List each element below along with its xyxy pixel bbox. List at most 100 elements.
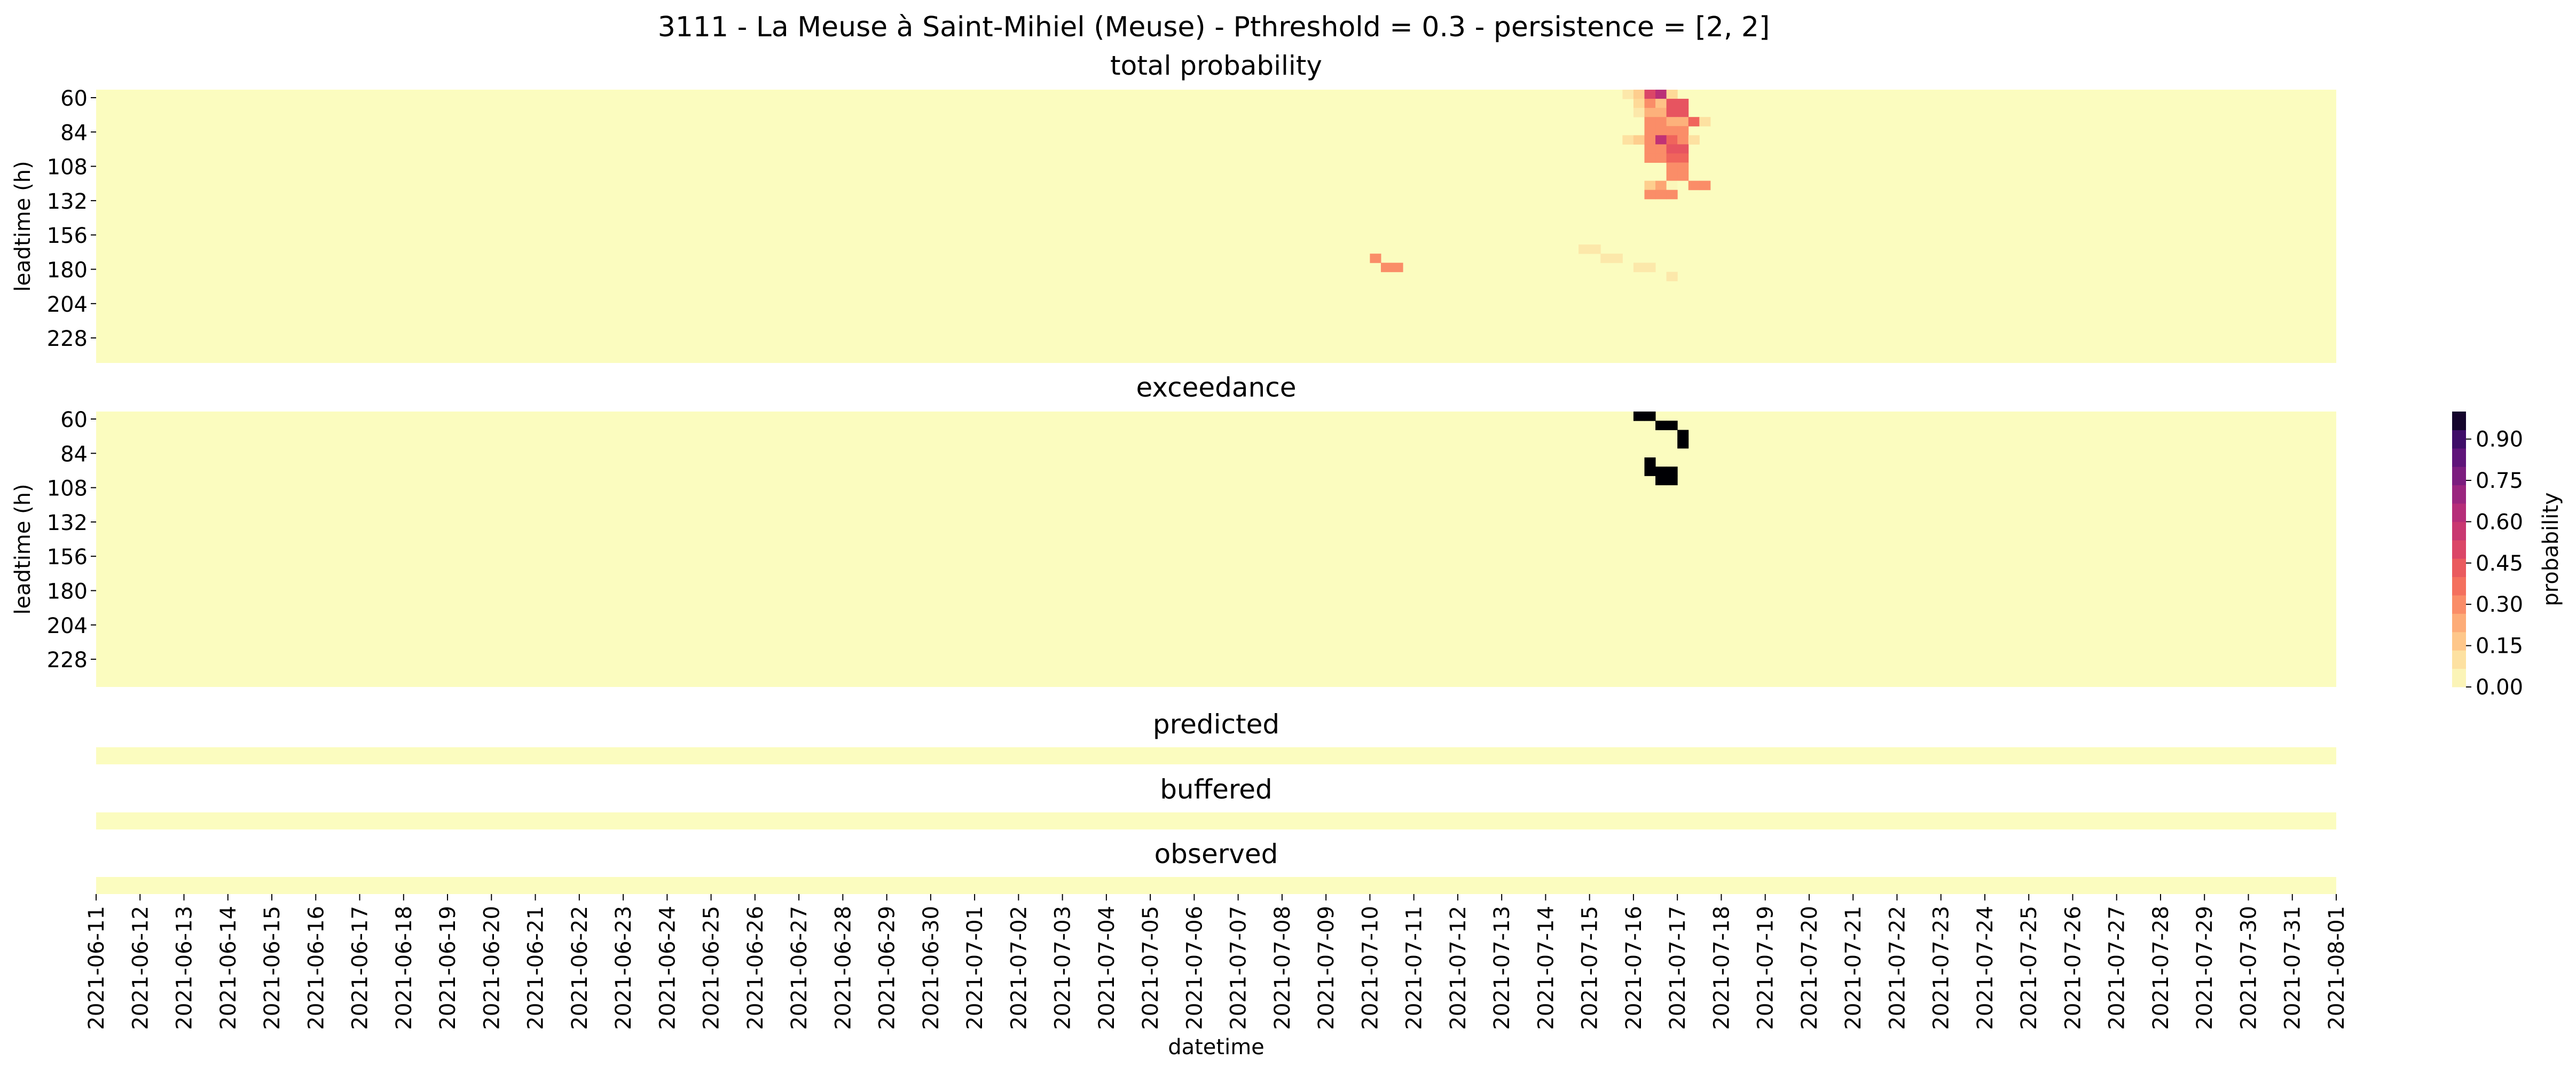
x-axis-label: datetime xyxy=(1168,1035,1265,1060)
heatmap-cell xyxy=(1655,153,1667,163)
heatmap-cell xyxy=(1380,263,1393,272)
colorbar-segment xyxy=(2452,448,2466,467)
heatmap-cell xyxy=(1655,421,1667,430)
colorbar-segment xyxy=(2452,576,2466,596)
colorbar: 0.00 0.15 0.30 0.45 0.60 0.75 0.90 probability xyxy=(2452,412,2563,700)
colorbar-segment xyxy=(2452,631,2466,651)
heatmap-cell xyxy=(1611,254,1623,263)
x-tick-label: 2021-06-28 xyxy=(831,906,855,1030)
y-axis-label: leadtime (h) xyxy=(11,484,35,614)
colorbar-tick-label: 0.90 xyxy=(2476,428,2523,452)
heatmap-cell xyxy=(1655,135,1667,145)
x-tick-label: 2021-07-24 xyxy=(1973,906,1998,1030)
x-tick-label: 2021-07-26 xyxy=(2061,906,2085,1030)
heatmap-cell xyxy=(1666,135,1678,145)
heatmap-cell xyxy=(1688,180,1700,191)
heatmap-panels: total probability 60 84 108 132 156 180 204 228 l… xyxy=(11,50,2336,894)
y-tick-label: 228 xyxy=(47,648,88,673)
y-tick-label: 156 xyxy=(47,545,88,570)
x-tick-label: 2021-06-20 xyxy=(480,906,504,1030)
y-tick-label: 84 xyxy=(60,442,88,467)
x-tick-label: 2021-06-12 xyxy=(128,906,153,1030)
x-tick-label: 2021-07-17 xyxy=(1666,906,1690,1030)
x-tick-label: 2021-07-31 xyxy=(2281,906,2305,1030)
heatmap-cell xyxy=(1589,244,1601,254)
heatmap-cell xyxy=(1666,476,1678,486)
x-tick-label: 2021-07-29 xyxy=(2193,906,2217,1030)
heatmap-cell xyxy=(1677,117,1689,127)
x-tick-label: 2021-07-22 xyxy=(1885,906,1910,1030)
y-tick-label: 180 xyxy=(47,580,88,604)
colorbar-segment xyxy=(2452,485,2466,504)
heatmap-cell xyxy=(1677,135,1689,145)
heatmap-cell xyxy=(1633,99,1645,108)
heatmap-cell xyxy=(1644,153,1656,163)
heatmap-cell xyxy=(1666,144,1678,154)
figure-title: 3111 - La Meuse à Saint-Mihiel (Meuse) -… xyxy=(658,11,1770,43)
x-tick-label: 2021-07-25 xyxy=(2017,906,2041,1030)
heatmap-cell xyxy=(1666,272,1678,281)
x-tick-label: 2021-07-30 xyxy=(2236,906,2261,1030)
y-tick-label: 132 xyxy=(47,511,88,535)
colorbar-segment xyxy=(2452,430,2466,449)
x-tick-label: 2021-07-19 xyxy=(1754,906,1778,1030)
heatmap-cell xyxy=(1655,108,1667,117)
x-tick-label: 2021-07-18 xyxy=(1709,906,1734,1030)
x-tick-label: 2021-06-27 xyxy=(787,906,812,1030)
heatmap-cell xyxy=(1677,171,1689,181)
heatmap-cell xyxy=(1699,180,1711,191)
heatmap-cell xyxy=(1655,189,1667,200)
heatmap-cell xyxy=(1666,421,1678,430)
x-tick-label: 2021-07-13 xyxy=(1490,906,1514,1030)
x-tick-label: 2021-07-27 xyxy=(2105,906,2130,1030)
panel-predicted: predicted xyxy=(96,709,2336,764)
panel-exceedance: exceedance 60 84 108 132 156 180 204 228 leadtime… xyxy=(11,372,2336,687)
heatmap-cell xyxy=(1655,126,1667,136)
heatmap-cell xyxy=(1666,108,1678,117)
heatmap-cell xyxy=(1677,126,1689,136)
x-tick-label: 2021-06-26 xyxy=(743,906,768,1030)
x-tick-label: 2021-07-01 xyxy=(963,906,987,1030)
x-tick-label: 2021-06-30 xyxy=(919,906,944,1030)
y-tick-label: 60 xyxy=(60,408,88,432)
x-tick-label: 2021-06-16 xyxy=(304,906,328,1030)
x-tick-label: 2021-06-29 xyxy=(875,906,900,1030)
colorbar-segment xyxy=(2452,521,2466,541)
heatmap-cell xyxy=(1633,263,1645,272)
panel-total-probability: total probability 60 84 108 132 156 180 204 228 l… xyxy=(11,50,2336,363)
x-tick-label: 2021-07-28 xyxy=(2149,906,2173,1030)
y-axis-label: leadtime (h) xyxy=(11,161,35,291)
x-tick-label: 2021-07-05 xyxy=(1138,906,1163,1030)
colorbar-tick-label: 0.60 xyxy=(2476,510,2523,534)
y-tick-label: 180 xyxy=(47,258,88,283)
colorbar-tick-label: 0.00 xyxy=(2476,675,2523,700)
heatmap-cell xyxy=(1666,171,1678,181)
heatmap-cell xyxy=(1633,135,1645,145)
heatmap-cell xyxy=(1655,180,1667,191)
heatmap-cell xyxy=(1677,439,1689,449)
heatmap-cell xyxy=(1677,430,1689,440)
x-tick-label: 2021-06-11 xyxy=(84,906,109,1030)
panel-background xyxy=(96,877,2336,894)
heatmap-cell xyxy=(1677,108,1689,117)
panel-title: predicted xyxy=(1153,709,1279,740)
x-tick-label: 2021-07-16 xyxy=(1622,906,1646,1030)
y-tick-label: 204 xyxy=(47,293,88,317)
heatmap-cell xyxy=(1644,108,1656,117)
y-tick-label: 156 xyxy=(47,224,88,248)
colorbar-segment xyxy=(2452,668,2466,687)
y-tick-label: 84 xyxy=(60,121,88,145)
heatmap-cell xyxy=(1600,254,1612,263)
x-tick-label: 2021-06-23 xyxy=(611,906,636,1030)
x-tick-label: 2021-06-24 xyxy=(655,906,680,1030)
colorbar-tick-label: 0.75 xyxy=(2476,469,2523,493)
heatmap-cell xyxy=(1392,263,1403,272)
heatmap-cell xyxy=(1677,144,1689,154)
x-tick-label: 2021-07-03 xyxy=(1051,906,1075,1030)
heatmap-cell xyxy=(1644,135,1656,145)
panel-title: total probability xyxy=(1110,50,1322,81)
heatmap-cell xyxy=(1644,189,1656,200)
heatmap-cell xyxy=(1666,117,1678,127)
x-tick-label: 2021-07-15 xyxy=(1578,906,1603,1030)
